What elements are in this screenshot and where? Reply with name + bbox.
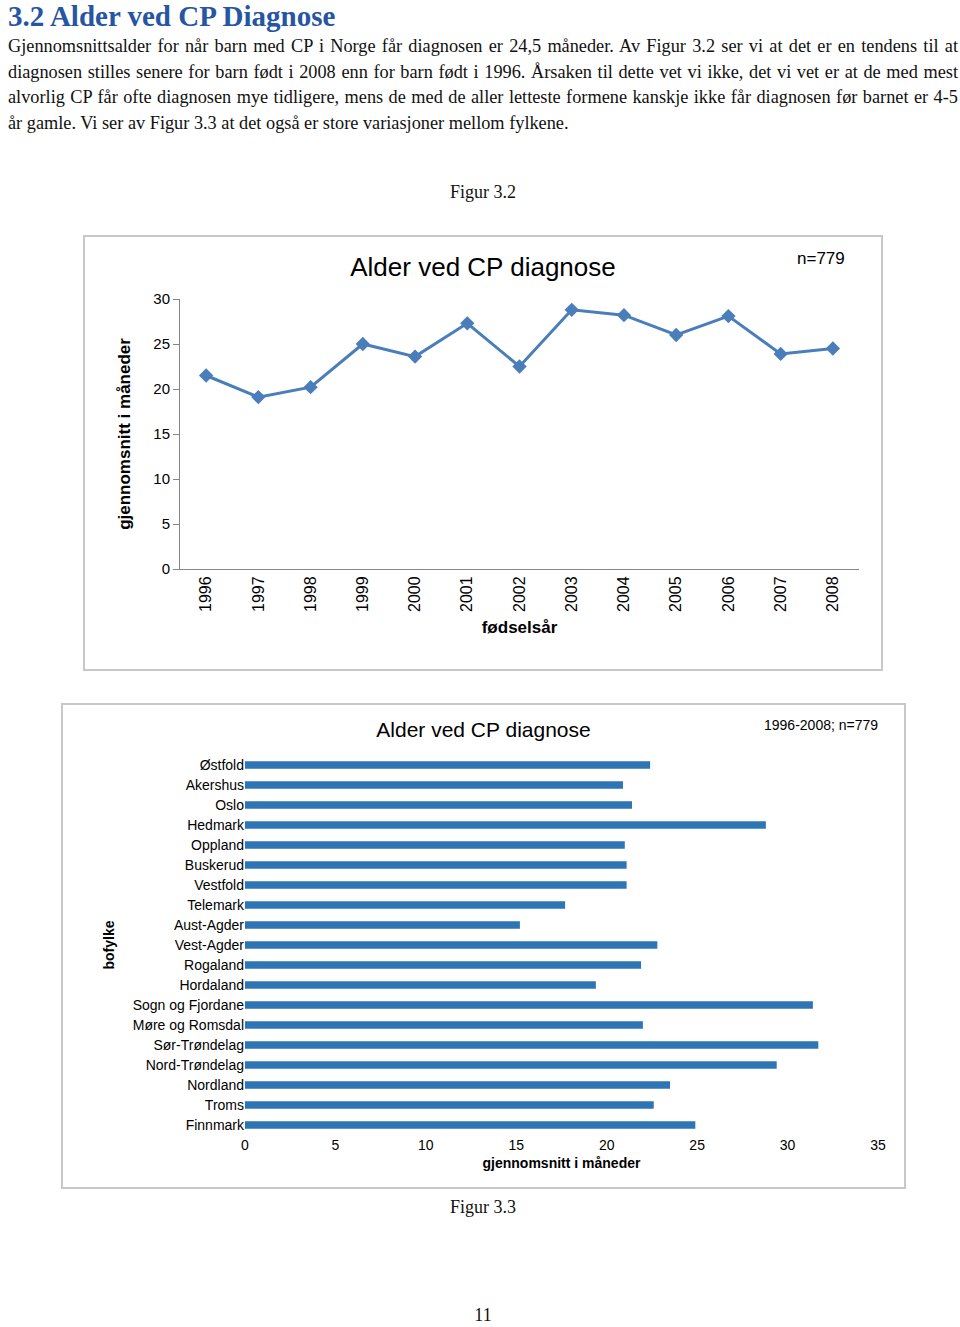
svg-text:2000: 2000 (406, 576, 423, 612)
svg-text:Hordaland: Hordaland (179, 977, 244, 993)
svg-text:2002: 2002 (511, 576, 528, 612)
svg-text:2001: 2001 (458, 576, 475, 612)
html-text:Gjennomsnittsalder for når bar: Gjennomsnittsalder for når barn med CP i… (8, 36, 958, 133)
svg-text:20: 20 (153, 380, 170, 397)
svg-text:25: 25 (689, 1137, 705, 1153)
svg-text:Møre og Romsdal: Møre og Romsdal (133, 1017, 244, 1033)
svg-text:20: 20 (599, 1137, 615, 1153)
svg-text:Oslo: Oslo (215, 797, 244, 813)
svg-text:Hedmark: Hedmark (187, 817, 245, 833)
svg-text:1998: 1998 (302, 576, 319, 612)
svg-text:1999: 1999 (354, 576, 371, 612)
svg-text:Oppland: Oppland (191, 837, 244, 853)
svg-text:1996-2008; n=779: 1996-2008; n=779 (764, 717, 878, 733)
svg-text:n=779: n=779 (797, 249, 845, 268)
svg-text:30: 30 (780, 1137, 796, 1153)
svg-text:Rogaland: Rogaland (184, 957, 244, 973)
svg-text:25: 25 (153, 335, 170, 352)
svg-text:Østfold: Østfold (200, 757, 244, 773)
svg-text:gjennomsnitt i måneder: gjennomsnitt i måneder (115, 338, 134, 530)
html-text:Figur 3.2: Figur 3.2 (450, 182, 516, 202)
svg-text:Nordland: Nordland (187, 1077, 244, 1093)
svg-text:Buskerud: Buskerud (185, 857, 244, 873)
svg-text:Telemark: Telemark (187, 897, 245, 913)
svg-text:2008: 2008 (824, 576, 841, 612)
html-text:Figur 3.3: Figur 3.3 (450, 1197, 516, 1217)
svg-text:Nord-Trøndelag: Nord-Trøndelag (146, 1057, 244, 1073)
svg-text:5: 5 (162, 515, 170, 532)
svg-text:2006: 2006 (720, 576, 737, 612)
svg-text:Sør-Trøndelag: Sør-Trøndelag (153, 1037, 244, 1053)
svg-text:2005: 2005 (667, 576, 684, 612)
svg-text:10: 10 (153, 470, 170, 487)
svg-text:Alder ved CP diagnose: Alder ved CP diagnose (376, 718, 590, 741)
svg-text:Vestfold: Vestfold (194, 877, 244, 893)
svg-text:30: 30 (153, 290, 170, 307)
svg-text:gjennomsnitt i måneder: gjennomsnitt i måneder (483, 1155, 641, 1171)
svg-text:bofylke: bofylke (101, 920, 117, 969)
svg-text:Akershus: Akershus (186, 777, 244, 793)
svg-text:1997: 1997 (250, 576, 267, 612)
svg-text:15: 15 (509, 1137, 525, 1153)
html-text:11: 11 (474, 1305, 492, 1325)
svg-text:2004: 2004 (615, 576, 632, 612)
svg-text:Vest-Agder: Vest-Agder (175, 937, 245, 953)
svg-text:10: 10 (418, 1137, 434, 1153)
svg-text:15: 15 (153, 425, 170, 442)
svg-text:2003: 2003 (563, 576, 580, 612)
svg-text:35: 35 (870, 1137, 886, 1153)
svg-text:0: 0 (162, 560, 170, 577)
svg-text:1996: 1996 (197, 576, 214, 612)
svg-text:5: 5 (332, 1137, 340, 1153)
svg-text:Aust-Agder: Aust-Agder (174, 917, 244, 933)
svg-text:Finnmark: Finnmark (186, 1117, 245, 1133)
svg-text:0: 0 (241, 1137, 249, 1153)
svg-text:2007: 2007 (772, 576, 789, 612)
html-text:3.2 Alder ved CP Diagnose: 3.2 Alder ved CP Diagnose (8, 0, 336, 32)
svg-text:Alder ved CP diagnose: Alder ved CP diagnose (350, 252, 615, 282)
svg-text:fødselsår: fødselsår (482, 618, 558, 637)
svg-text:Troms: Troms (205, 1097, 244, 1113)
svg-text:Sogn og Fjordane: Sogn og Fjordane (133, 997, 245, 1013)
